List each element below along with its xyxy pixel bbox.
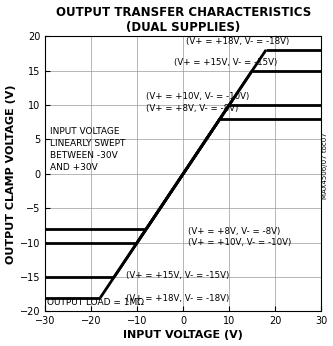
Text: OUTPUT LOAD = 1MΩ: OUTPUT LOAD = 1MΩ — [47, 298, 145, 307]
Text: (V+ = +8V, V- = -8V): (V+ = +8V, V- = -8V) — [147, 103, 239, 112]
Text: (V+ = +15V, V- = -15V): (V+ = +15V, V- = -15V) — [126, 272, 229, 281]
Y-axis label: OUTPUT CLAMP VOLTAGE (V): OUTPUT CLAMP VOLTAGE (V) — [6, 84, 16, 264]
Text: (V+ = +8V, V- = -8V): (V+ = +8V, V- = -8V) — [188, 227, 280, 236]
Text: MAX4506/07 toc07: MAX4506/07 toc07 — [322, 133, 328, 199]
Text: (V+ = +18V, V- = -18V): (V+ = +18V, V- = -18V) — [126, 293, 229, 302]
Text: INPUT VOLTAGE
LINEARLY SWEPT
BETWEEN -30V
AND +30V: INPUT VOLTAGE LINEARLY SWEPT BETWEEN -30… — [50, 127, 125, 172]
Text: (V+ = +15V, V- = -15V): (V+ = +15V, V- = -15V) — [174, 58, 277, 67]
Text: (V+ = +10V, V- = -10V): (V+ = +10V, V- = -10V) — [147, 92, 250, 101]
Title: OUTPUT TRANSFER CHARACTERISTICS
(DUAL SUPPLIES): OUTPUT TRANSFER CHARACTERISTICS (DUAL SU… — [56, 6, 311, 34]
Text: (V+ = +10V, V- = -10V): (V+ = +10V, V- = -10V) — [188, 238, 291, 247]
X-axis label: INPUT VOLTAGE (V): INPUT VOLTAGE (V) — [123, 330, 243, 340]
Text: (V+ = +18V, V- = -18V): (V+ = +18V, V- = -18V) — [185, 37, 289, 46]
